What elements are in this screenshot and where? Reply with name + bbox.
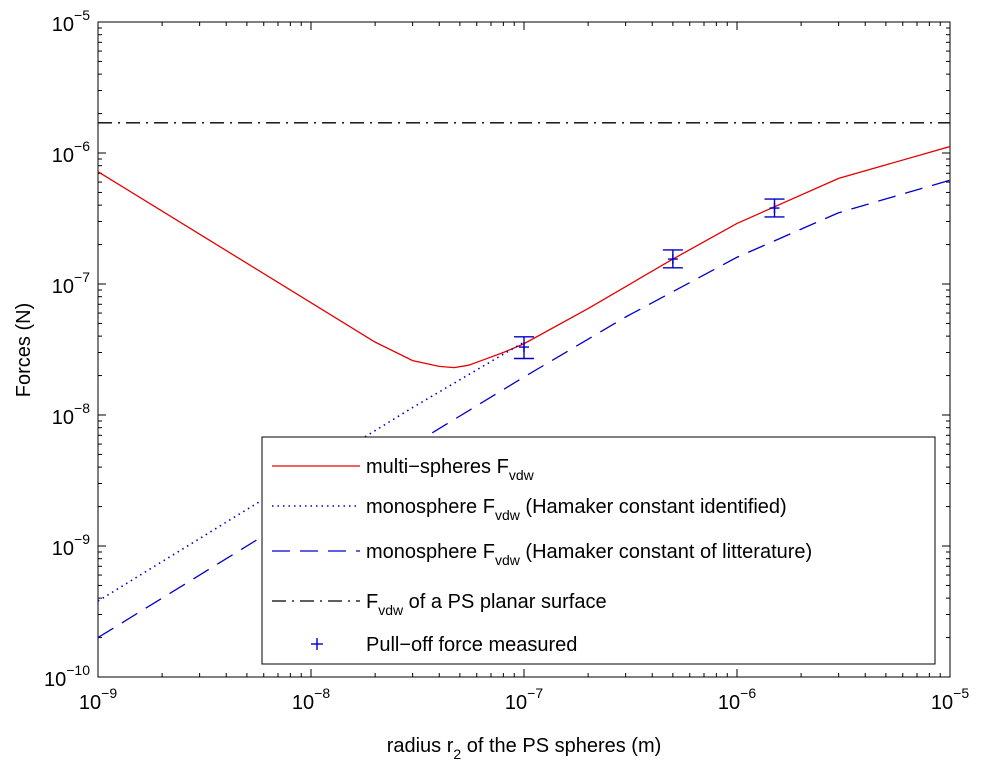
x-tick-label-base: 10 [718, 692, 740, 714]
pull-off-measurements [514, 198, 785, 360]
legend-label: multi−spheres Fvdw [366, 456, 535, 483]
legend-item: monosphere Fvdw (Hamaker constant of lit… [272, 541, 812, 568]
legend-label-sub: vdw [495, 507, 521, 523]
y-tick-label-exponent: −6 [74, 138, 90, 154]
y-axis-label: Forces (N) [13, 303, 35, 397]
y-tick-label-base: 10 [52, 276, 74, 298]
y-tick-label-base: 10 [52, 538, 74, 560]
y-tick-label-exponent: −7 [74, 269, 90, 285]
legend-label: Pull−off force measured [366, 634, 577, 656]
y-tick-label-exponent: −10 [66, 662, 90, 678]
y-tick-label-base: 10 [52, 14, 74, 36]
y-tick-label: 10−9 [52, 531, 90, 560]
y-tick-label-exponent: −5 [74, 7, 90, 23]
tick-marks [97, 21, 951, 678]
legend-label-main: multi−spheres F [366, 456, 509, 478]
y-tick-label: 10−10 [44, 662, 90, 691]
y-tick-label-base: 10 [52, 407, 74, 429]
legend-label-rest: (Hamaker constant of litterature) [520, 541, 812, 563]
legend-label-main: Pull−off force measured [366, 634, 577, 656]
y-tick-label: 10−6 [52, 138, 90, 167]
legend-label-main: monosphere F [366, 496, 495, 518]
x-tick-label-exponent: −9 [101, 685, 117, 701]
series-line-3 [98, 179, 950, 639]
legend-label-rest: of a PS planar surface [403, 591, 606, 613]
legend-item: monosphere Fvdw (Hamaker constant identi… [272, 496, 787, 523]
legend-label-sub: vdw [495, 552, 521, 568]
x-axis-label-sub: 2 [453, 746, 461, 762]
y-tick-label: 10−5 [52, 7, 90, 36]
legend-label-main: monosphere F [366, 541, 495, 563]
x-tick-label: 10−6 [718, 685, 756, 714]
data-point [662, 249, 683, 269]
y-tick-label-exponent: −9 [74, 531, 90, 547]
tick-labels: 10−9 10−8 10−7 10−6 10−510−1010−910−810−710−… [44, 7, 969, 714]
x-tick-label-exponent: −6 [740, 685, 756, 701]
x-tick-label: 10−7 [505, 685, 543, 714]
x-tick-label-base: 10 [931, 692, 953, 714]
x-tick-label-exponent: −8 [314, 685, 330, 701]
series-line-1 [98, 145, 950, 369]
legend-label: monosphere Fvdw (Hamaker constant of lit… [366, 541, 812, 568]
x-axis-label-main: radius r [387, 735, 454, 757]
y-tick-label-base: 10 [52, 145, 74, 167]
legend-label-sub: vdw [378, 602, 404, 618]
x-axis-label-rest: of the PS spheres (m) [461, 735, 661, 757]
x-tick-label: 10−5 [931, 685, 969, 714]
y-tick-label: 10−8 [52, 400, 90, 429]
x-tick-label: 10−8 [292, 685, 330, 714]
legend-label-main: F [366, 591, 378, 613]
legend-label: monosphere Fvdw (Hamaker constant identi… [366, 496, 787, 523]
data-point [764, 198, 785, 218]
x-tick-label: 10−9 [79, 685, 117, 714]
legend-label: Fvdw of a PS planar surface [366, 591, 607, 618]
y-tick-label-exponent: −8 [74, 400, 90, 416]
legend-label-sub: vdw [509, 467, 535, 483]
y-tick-label: 10−7 [52, 269, 90, 298]
series-layer [98, 122, 950, 639]
legend-item: multi−spheres Fvdw [272, 456, 535, 483]
legend-item: Pull−off force measured [311, 634, 577, 656]
legend-label-rest: (Hamaker constant identified) [520, 496, 787, 518]
x-axis-label: radius r2 of the PS spheres (m) [387, 735, 662, 762]
x-tick-label-base: 10 [505, 692, 527, 714]
x-tick-label-base: 10 [292, 692, 314, 714]
x-tick-label-exponent: −7 [527, 685, 543, 701]
x-tick-label-base: 10 [79, 692, 101, 714]
legend-item: Fvdw of a PS planar surface [272, 591, 607, 618]
data-point [514, 336, 534, 360]
legend-box [261, 436, 936, 665]
x-tick-label-exponent: −5 [953, 685, 969, 701]
y-tick-label-base: 10 [44, 669, 66, 691]
